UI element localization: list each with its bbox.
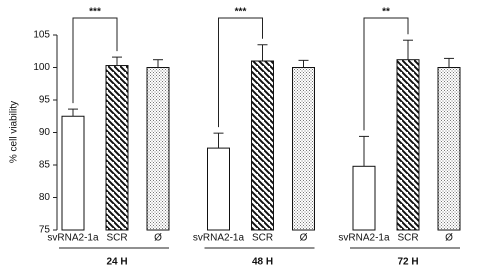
bar (251, 60, 274, 231)
bar (352, 165, 376, 231)
group-label: 72 H (397, 257, 418, 268)
bar (396, 59, 420, 231)
x-tick-label: svRNA2-1a (338, 233, 390, 244)
significance-bracket (72, 17, 118, 104)
y-tick-label: 95 (39, 95, 51, 106)
significance-label: ** (382, 7, 390, 18)
x-tick-label: Ø (154, 233, 162, 244)
bar (292, 67, 315, 231)
y-tick-label: 90 (39, 127, 51, 138)
significance-label: *** (89, 7, 101, 18)
significance-label: *** (235, 7, 247, 18)
significance-bracket (218, 17, 263, 128)
significance-bracket (363, 17, 409, 131)
y-tick-label: 75 (39, 225, 51, 236)
x-tick-label: SCR (397, 233, 418, 244)
y-axis-label: % cell viability (9, 101, 20, 163)
x-tick-label: SCR (252, 233, 273, 244)
bar (146, 67, 170, 231)
y-tick-label: 105 (33, 30, 50, 41)
bar (105, 65, 129, 231)
group-label: 24 H (106, 257, 127, 268)
x-tick-label: svRNA2-1a (193, 233, 245, 244)
bar (61, 115, 85, 231)
x-tick-label: Ø (300, 233, 308, 244)
bar (437, 67, 461, 231)
y-tick-label: 100 (33, 62, 50, 73)
x-tick-label: svRNA2-1a (47, 233, 99, 244)
y-tick-label: 80 (39, 192, 51, 203)
group-label: 48 H (252, 257, 273, 268)
x-tick-label: SCR (106, 233, 127, 244)
x-tick-label: Ø (445, 233, 453, 244)
y-tick-label: 85 (39, 160, 51, 171)
bar (207, 147, 230, 231)
